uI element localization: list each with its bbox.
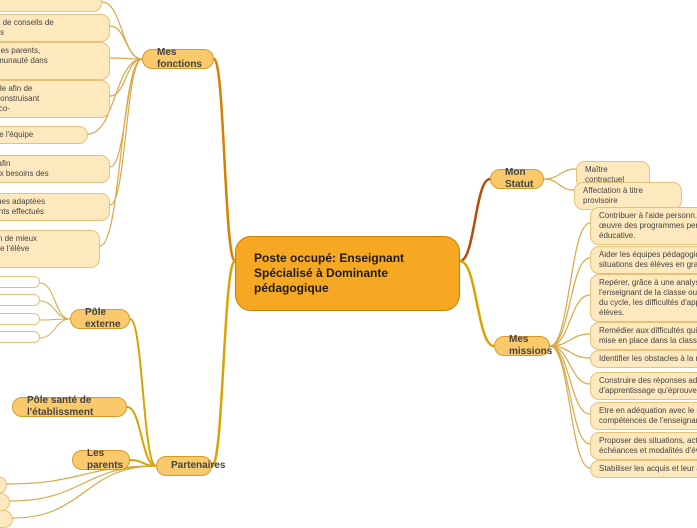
chip-node[interactable]: phonistes xyxy=(0,276,40,288)
leaf-label: Affectation à titre provisoire xyxy=(583,186,673,206)
leaf-node[interactable]: ndesd'aides et de conseils de des parten… xyxy=(0,14,110,42)
branch-label: Mes fonctions xyxy=(157,47,199,72)
leaf-label: urce au sein de l'équipe xyxy=(0,130,79,140)
chip-node[interactable]: psychiatres xyxy=(0,313,40,325)
leaf-label: pédagogique afin se adaptée aux besoins … xyxy=(0,159,101,179)
leaf-label: Stabiliser les acquis et leur ap... xyxy=(599,464,697,474)
leaf-node[interactable]: Remédier aux difficultés qui r... mise e… xyxy=(590,322,697,350)
leaf-node[interactable]: éducatives afin de mieux scolarisation d… xyxy=(0,230,100,268)
leaf-node[interactable]: urce au sein de l'équipe xyxy=(0,126,88,144)
leaf-node[interactable]: Aider les équipes pédagogiqu... situatio… xyxy=(590,246,697,274)
branch-label: Les parents xyxy=(87,448,115,473)
leaf-node[interactable]: ns pédagogiques adaptées s enseignements… xyxy=(0,193,110,221)
branch-label: Partenaires xyxy=(171,460,197,473)
leaf-label: Construire des réponses ada... d'apprent… xyxy=(599,376,697,396)
branch-missions[interactable]: Mes missions xyxy=(494,336,550,356)
leaf-node[interactable]: pédagogique afin se adaptée aux besoins … xyxy=(0,155,110,183)
leaf-label: nt xyxy=(0,514,4,524)
branch-label: Mes missions xyxy=(509,334,535,359)
leaf-label: Aider les équipes pédagogiqu... situatio… xyxy=(599,250,697,270)
leaf-label: Proposer des situations, act... échéance… xyxy=(599,436,697,456)
leaf-node[interactable]: rendre acteur les parents, res de la com… xyxy=(0,42,110,80)
leaf-label: Contribuer à l'aide personn... œuvre des… xyxy=(599,211,697,241)
leaf-label: Etre en adéquation avec le ré... compéte… xyxy=(599,406,697,426)
branch-partenaires[interactable]: Partenaires xyxy=(156,456,212,476)
leaf-node[interactable]: Proposer des situations, act... échéance… xyxy=(590,432,697,460)
leaf-label: Repérer, grâce à une analyse... l'enseig… xyxy=(599,278,697,318)
leaf-node[interactable]: Stabiliser les acquis et leur ap... xyxy=(590,460,697,478)
leaf-node[interactable]: Contribuer à l'aide personn... œuvre des… xyxy=(590,207,697,245)
chip-label: omotriciens xyxy=(0,332,31,342)
leaf-node[interactable]: de culture. xyxy=(0,0,102,12)
chip-node[interactable]: hérapeutes xyxy=(0,294,40,306)
branch-poleext[interactable]: Pôle externe xyxy=(70,309,130,329)
leaf-label: u sein de l'école afin de es élèves en c… xyxy=(0,84,101,114)
leaf-label: ndesd'aides et de conseils de des parten… xyxy=(0,18,101,38)
root-label: Poste occupé: Enseignant Spécialisé à Do… xyxy=(254,251,441,296)
chip-label: psychiatres xyxy=(0,314,31,324)
leaf-label: ns pédagogiques adaptées s enseignements… xyxy=(0,197,101,217)
branch-statut[interactable]: Mon Statut xyxy=(490,169,544,189)
leaf-node[interactable]: nt xyxy=(0,510,13,528)
chip-label: hérapeutes xyxy=(0,295,31,305)
leaf-node[interactable]: u sein de l'école afin de es élèves en c… xyxy=(0,80,110,118)
leaf-label: éducatives afin de mieux scolarisation d… xyxy=(0,234,91,264)
root-node: Poste occupé: Enseignant Spécialisé à Do… xyxy=(235,236,460,311)
leaf-label: rendre acteur les parents, res de la com… xyxy=(0,46,101,76)
branch-label: Pôle santé de l'établissment xyxy=(27,395,112,420)
chip-node[interactable]: omotriciens xyxy=(0,331,40,343)
branch-label: Mon Statut xyxy=(505,167,529,192)
branch-fonctions[interactable]: Mes fonctions xyxy=(142,49,214,69)
leaf-label: Remédier aux difficultés qui r... mise e… xyxy=(599,326,697,346)
leaf-node[interactable]: Identifier les obstacles à la ré... xyxy=(590,350,697,368)
leaf-node[interactable]: Affectation à titre provisoire xyxy=(574,182,682,210)
leaf-node[interactable]: Construire des réponses ada... d'apprent… xyxy=(590,372,697,400)
leaf-label: Identifier les obstacles à la ré... xyxy=(599,354,697,364)
branch-polesante[interactable]: Pôle santé de l'établissment xyxy=(12,397,127,417)
branch-label: Pôle externe xyxy=(85,307,115,332)
leaf-label: de culture. xyxy=(0,0,93,8)
branch-parents[interactable]: Les parents xyxy=(72,450,130,470)
leaf-node[interactable]: Etre en adéquation avec le ré... compéte… xyxy=(590,402,697,430)
chip-label: phonistes xyxy=(0,277,31,287)
leaf-label: on xyxy=(0,497,1,507)
leaf-node[interactable]: Repérer, grâce à une analyse... l'enseig… xyxy=(590,274,697,322)
